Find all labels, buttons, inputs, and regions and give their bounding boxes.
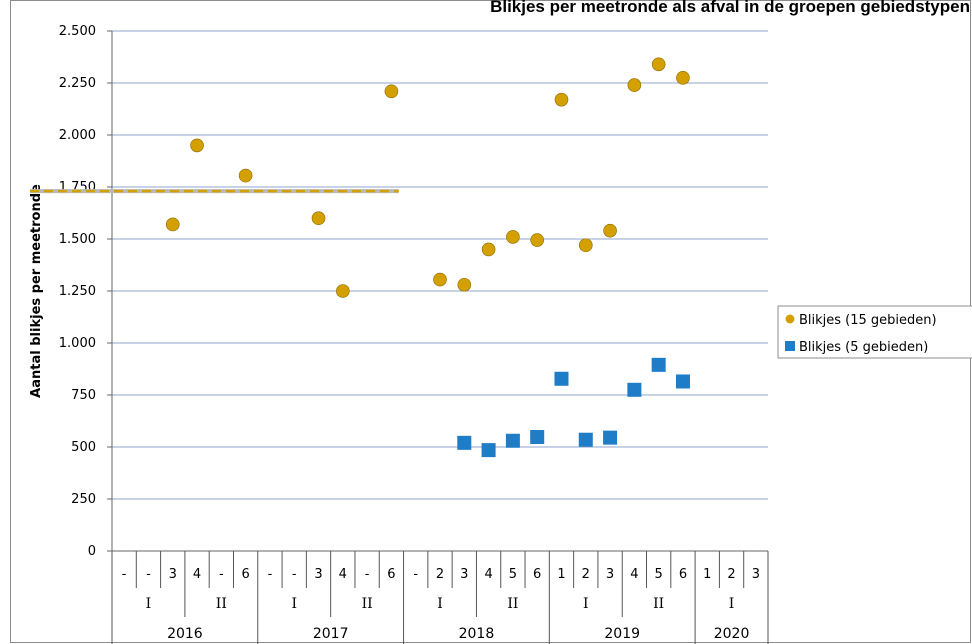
- x-period-label: II: [507, 596, 518, 612]
- series-1-point: [481, 242, 496, 257]
- y-tick-label: 2.500: [59, 24, 96, 39]
- series-1-point: [554, 92, 569, 107]
- x-round-label: 6: [679, 567, 687, 582]
- series-1-point: [190, 138, 204, 153]
- x-round-label: -: [219, 567, 224, 582]
- series-2-point: [578, 432, 593, 447]
- series-2-point: [554, 371, 569, 386]
- legend-marker-circle: [785, 314, 795, 324]
- series-2-point: [505, 433, 520, 448]
- series-1-point: [238, 168, 253, 183]
- x-round-label: 2: [582, 567, 590, 582]
- series-1-point: [165, 217, 180, 232]
- series-1-point: [336, 284, 350, 298]
- series-1-point: [578, 238, 593, 253]
- series-2-point: [530, 430, 545, 445]
- x-period-label: I: [146, 596, 152, 612]
- series-2-point: [481, 443, 496, 458]
- chart-title: Blikjes per meetronde als afval in de gr…: [490, 0, 970, 16]
- x-round-label: 4: [484, 567, 492, 582]
- series-2-point: [627, 382, 642, 397]
- x-round-label: 1: [557, 567, 565, 582]
- x-round-label: 6: [387, 567, 395, 582]
- y-tick-label: 2.000: [59, 128, 96, 143]
- series-1-point: [457, 277, 472, 292]
- y-tick-label: 500: [71, 440, 96, 455]
- x-round-label: 2: [436, 567, 444, 582]
- x-round-label: 3: [752, 567, 760, 582]
- x-round-label: 6: [241, 567, 249, 582]
- x-round-label: 2: [727, 567, 735, 582]
- x-period-label: I: [583, 596, 589, 612]
- x-round-label: 3: [460, 567, 468, 582]
- series-1-point: [651, 57, 666, 72]
- x-round-label: -: [292, 567, 297, 582]
- series-1-point: [506, 230, 520, 244]
- series-1-point: [603, 223, 617, 238]
- series-1-point: [311, 211, 326, 225]
- x-period-label: I: [729, 596, 735, 612]
- x-round-label: 4: [193, 567, 201, 582]
- x-round-label: -: [146, 567, 151, 582]
- series-1-point: [384, 84, 399, 99]
- series-2-point: [457, 435, 472, 450]
- x-year-label: 2019: [604, 626, 640, 642]
- x-period-label: II: [653, 596, 664, 612]
- x-round-label: 4: [339, 567, 347, 582]
- x-year-label: 2020: [714, 626, 750, 642]
- y-axis-label: Aantal blikjes per meetronde: [29, 184, 44, 398]
- x-year-label: 2016: [167, 626, 203, 642]
- x-round-label: -: [122, 567, 127, 582]
- x-period-label: II: [216, 596, 227, 612]
- x-round-label: -: [268, 567, 273, 582]
- y-tick-label: 2.250: [59, 76, 96, 91]
- y-tick-label: 1.000: [59, 336, 96, 351]
- x-round-label: 5: [509, 567, 517, 582]
- x-year-label: 2018: [459, 626, 495, 642]
- legend-box: [777, 305, 972, 359]
- x-round-label: 1: [703, 567, 711, 582]
- y-tick-label: 1.500: [59, 232, 96, 247]
- series-1-point: [676, 71, 690, 85]
- y-tick-label: 1.250: [59, 284, 96, 299]
- series-2-point: [603, 430, 618, 445]
- x-round-label: 5: [655, 567, 663, 582]
- series-2-point: [675, 374, 690, 389]
- y-tick-label: 750: [71, 388, 96, 403]
- y-tick-label: 0: [88, 544, 96, 559]
- series-2-point: [651, 357, 666, 372]
- x-round-label: 4: [630, 567, 638, 582]
- series-1-point: [433, 272, 447, 287]
- x-period-label: I: [437, 596, 443, 612]
- legend-label: Blikjes (5 gebieden): [799, 340, 928, 355]
- x-round-label: -: [413, 567, 418, 582]
- x-round-label: 3: [606, 567, 614, 582]
- x-round-label: 6: [533, 567, 541, 582]
- legend-label: Blikjes (15 gebieden): [799, 313, 937, 328]
- x-period-label: II: [362, 596, 373, 612]
- series-1-point: [530, 233, 544, 247]
- x-round-label: -: [365, 567, 370, 582]
- x-round-label: 3: [314, 567, 322, 582]
- legend-marker-square: [785, 341, 795, 351]
- series-1-point: [627, 78, 642, 92]
- x-round-label: 3: [169, 567, 177, 582]
- x-period-label: I: [291, 596, 297, 612]
- y-tick-label: 250: [71, 492, 96, 507]
- x-year-label: 2017: [313, 626, 349, 642]
